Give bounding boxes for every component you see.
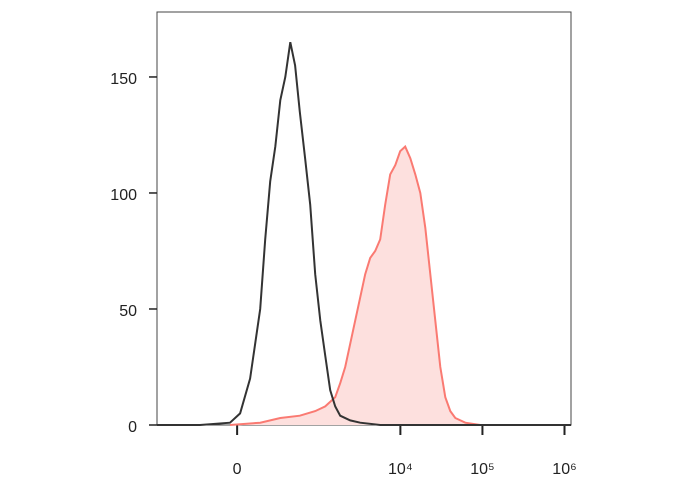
- y-tick-label: 50: [119, 303, 137, 320]
- x-tick-label: 10⁴: [388, 461, 413, 478]
- histogram-area: [230, 146, 481, 425]
- histogram-line: [229, 144, 481, 426]
- x-tick-label: 0: [233, 461, 242, 478]
- y-tick-label: 0: [128, 419, 137, 436]
- y-tick-label: 150: [110, 71, 137, 88]
- x-tick-label: 10⁶: [552, 461, 576, 478]
- x-tick-label: 10⁵: [470, 461, 494, 478]
- histogram-line: [157, 41, 571, 426]
- y-tick-label: 100: [110, 187, 137, 204]
